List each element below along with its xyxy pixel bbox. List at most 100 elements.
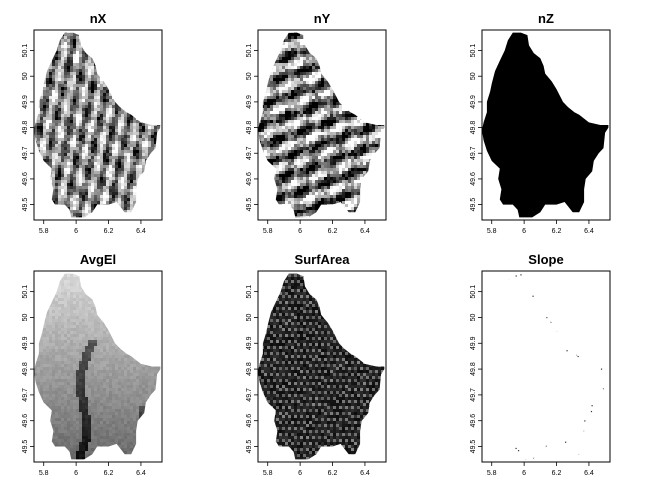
raster-cell	[112, 201, 115, 204]
raster-cell	[303, 105, 306, 108]
raster-cell	[291, 186, 294, 189]
raster-cell	[357, 57, 360, 60]
raster-cell	[324, 123, 327, 126]
raster-cell	[297, 75, 300, 78]
raster-cell	[133, 111, 136, 114]
raster-cell	[76, 183, 79, 186]
raster-cell	[348, 117, 351, 120]
raster-cell	[73, 126, 76, 129]
raster-cell	[37, 108, 40, 111]
raster-cell	[94, 132, 97, 135]
raster-cell	[91, 153, 94, 156]
raster-cell	[112, 180, 115, 183]
raster-cell	[148, 99, 151, 102]
raster-cell	[327, 120, 330, 123]
raster-cell	[148, 195, 151, 198]
raster-cell	[294, 141, 297, 144]
raster-cell	[70, 147, 73, 150]
raster-cell	[67, 48, 70, 51]
raster-cell	[300, 63, 303, 66]
raster-cell	[79, 120, 82, 123]
raster-cell	[279, 198, 282, 201]
raster-cell	[49, 162, 52, 165]
raster-cell	[154, 75, 157, 78]
raster-cell	[276, 66, 279, 69]
raster-cell	[94, 51, 97, 54]
raster-cell	[142, 129, 145, 132]
raster-cell	[106, 213, 109, 216]
raster-cell	[106, 57, 109, 60]
raster-cell	[264, 126, 267, 129]
raster-cell	[351, 75, 354, 78]
raster-cell	[336, 111, 339, 114]
raster-cell	[157, 69, 160, 72]
raster-cell	[82, 81, 85, 84]
raster-cell	[130, 120, 133, 123]
raster-cell	[67, 153, 70, 156]
raster-cell	[64, 159, 67, 162]
raster-cell	[291, 216, 294, 218]
raster-cell	[270, 153, 273, 156]
raster-cell	[288, 117, 291, 120]
raster-cell	[94, 78, 97, 81]
raster-cell	[357, 198, 360, 201]
raster-cell	[270, 111, 273, 114]
raster-cell	[127, 132, 130, 135]
raster-cell	[109, 213, 112, 216]
raster-cell	[64, 135, 67, 138]
raster-cell	[73, 39, 76, 42]
raster-cell	[285, 102, 288, 105]
raster-cell	[148, 192, 151, 195]
raster-cell	[121, 135, 124, 138]
raster-cell	[58, 180, 61, 183]
raster-cell	[151, 87, 154, 90]
raster-cell	[306, 159, 309, 162]
raster-cell	[300, 180, 303, 183]
raster-cell	[321, 105, 324, 108]
raster-cell	[327, 123, 330, 126]
raster-cell	[324, 69, 327, 72]
raster-cell	[345, 60, 348, 63]
raster-cell	[300, 171, 303, 174]
raster-cell	[103, 42, 106, 45]
raster-cell	[85, 63, 88, 66]
raster-cell	[309, 195, 312, 198]
raster-cell	[64, 132, 67, 135]
raster-cell	[100, 57, 103, 60]
raster-cell	[142, 186, 145, 189]
raster-cell	[127, 123, 130, 126]
raster-cell	[100, 144, 103, 147]
raster-cell	[264, 132, 267, 135]
raster-cell	[300, 66, 303, 69]
raster-cell	[103, 57, 106, 60]
raster-cell	[357, 162, 360, 165]
raster-cell	[148, 204, 151, 207]
raster-cell	[264, 153, 267, 156]
raster-cell	[339, 132, 342, 135]
raster-cell	[142, 51, 145, 54]
raster-cell	[154, 54, 157, 57]
raster-cell	[64, 93, 67, 96]
raster-cell	[106, 51, 109, 54]
raster-cell	[109, 153, 112, 156]
raster-cell	[61, 204, 64, 207]
raster-cell	[282, 42, 285, 45]
raster-cell	[318, 60, 321, 63]
raster-cell	[327, 159, 330, 162]
raster-cell	[85, 81, 88, 84]
raster-cell	[318, 84, 321, 87]
raster-cell	[360, 108, 363, 111]
raster-cell	[151, 150, 154, 153]
raster-cell	[40, 177, 43, 180]
raster-cell	[109, 78, 112, 81]
raster-cell	[348, 138, 351, 141]
raster-cell	[318, 132, 321, 135]
raster-cell	[43, 87, 46, 90]
raster-cell	[270, 198, 273, 201]
raster-cell	[52, 39, 55, 42]
raster-cell	[282, 78, 285, 81]
raster-cell	[37, 60, 40, 63]
raster-cell	[94, 183, 97, 186]
raster-cell	[121, 123, 124, 126]
raster-cell	[145, 168, 148, 171]
